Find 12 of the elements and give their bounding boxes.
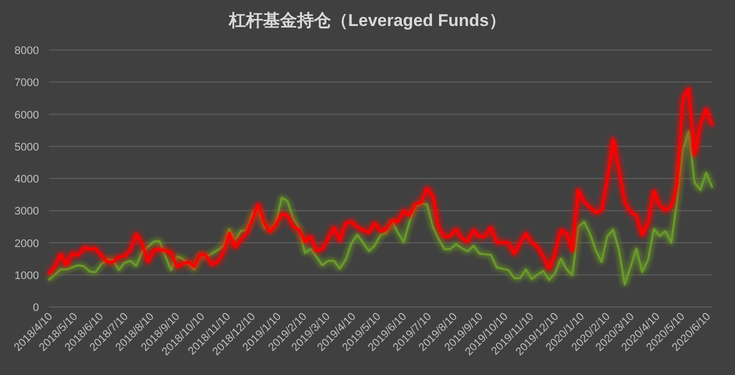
line-series	[48, 87, 714, 275]
y-tick-label: 1000	[14, 270, 39, 282]
line-series	[48, 130, 713, 286]
y-tick-label: 0	[32, 302, 39, 314]
y-tick-label: 8000	[14, 45, 39, 57]
y-tick-label: 4000	[14, 174, 39, 186]
y-tick-label: 3000	[14, 206, 39, 218]
y-tick-label: 6000	[14, 109, 39, 122]
y-tick-label: 7000	[14, 77, 39, 90]
y-tick-label: 5000	[14, 141, 39, 154]
y-tick-label: 2000	[14, 238, 39, 250]
chart-title: 杠杆基金持仓（Leveraged Funds）	[228, 11, 506, 30]
